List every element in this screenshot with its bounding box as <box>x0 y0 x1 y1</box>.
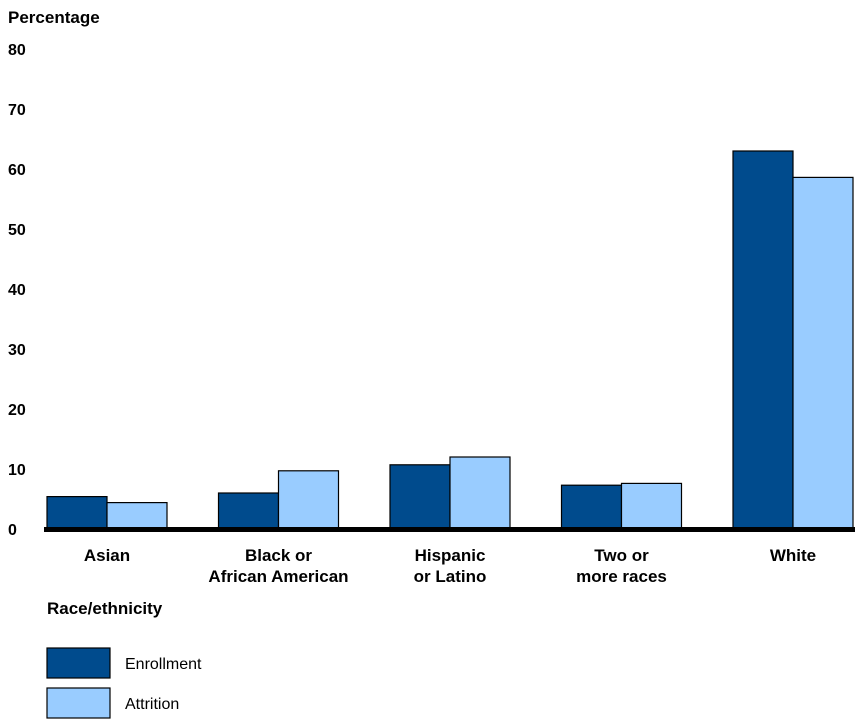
bar-attrition <box>277 470 340 530</box>
x-axis-title: Race/ethnicity <box>47 599 163 618</box>
bars <box>46 150 854 530</box>
bar-attrition <box>792 176 854 530</box>
legend: Enrollment Attrition <box>46 647 202 719</box>
category-label: Two or <box>594 546 649 565</box>
category-label: Hispanic <box>415 546 486 565</box>
y-tick-label: 10 <box>8 462 26 479</box>
bar-enrollment <box>217 492 280 530</box>
category-label: African American <box>208 567 348 586</box>
y-tick-label: 20 <box>8 402 26 419</box>
y-tick-label: 30 <box>8 342 26 359</box>
legend-label-attrition: Attrition <box>125 696 179 713</box>
bar-enrollment <box>46 496 108 530</box>
bar-enrollment <box>560 484 623 530</box>
category-label: or Latino <box>414 567 487 586</box>
y-tick-label: 80 <box>8 42 26 59</box>
y-axis-title: Percentage <box>8 8 100 27</box>
legend-swatch-enrollment <box>46 647 111 679</box>
category-labels: Asian Black or African American Hispanic or … <box>84 546 816 586</box>
y-tick-label: 50 <box>8 222 26 239</box>
y-axis-ticks: 0 10 20 30 40 50 60 70 80 <box>8 42 26 539</box>
y-tick-label: 70 <box>8 102 26 119</box>
legend-label-enrollment: Enrollment <box>125 656 202 673</box>
category-label: Asian <box>84 546 130 565</box>
y-tick-label: 60 <box>8 162 26 179</box>
bar-attrition <box>449 456 511 530</box>
category-label: White <box>770 546 816 565</box>
legend-swatch-attrition <box>46 687 111 719</box>
category-label: Black or <box>245 546 312 565</box>
category-label: more races <box>576 567 667 586</box>
bar-attrition <box>106 502 168 530</box>
bar-enrollment <box>389 464 451 530</box>
bar-attrition <box>620 482 683 530</box>
bar-enrollment <box>732 150 794 530</box>
y-tick-label: 0 <box>8 522 17 539</box>
y-tick-label: 40 <box>8 282 26 299</box>
